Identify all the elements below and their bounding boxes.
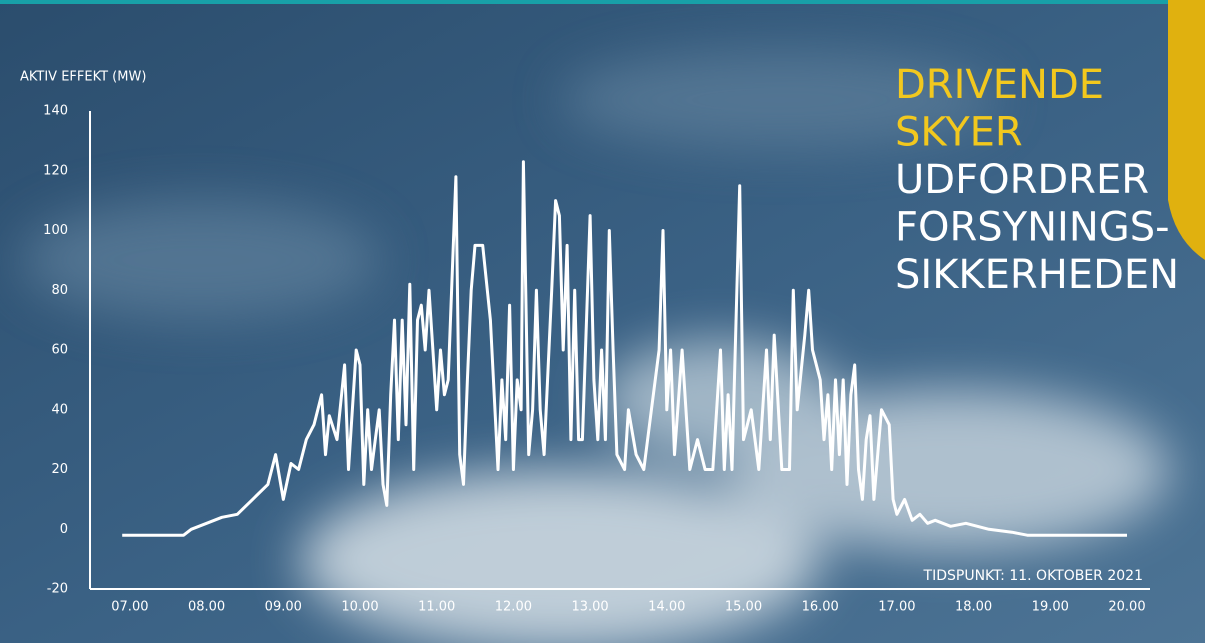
- x-tick-label: 09.00: [265, 600, 302, 615]
- annotation: TIDSPUNKT: 11. OKTOBER 2021: [923, 568, 1143, 584]
- title-line: SIKKERHEDEN: [895, 252, 1179, 298]
- x-tick-label: 16.00: [802, 600, 839, 615]
- title-line: FORSYNINGS-: [895, 205, 1170, 251]
- title-line: DRIVENDE: [895, 62, 1104, 108]
- x-tick-label: 10.00: [341, 600, 378, 615]
- x-tick-label: 13.00: [571, 600, 608, 615]
- y-axis-label: AKTIV EFFEKT (MW): [20, 70, 146, 85]
- title-line: SKYER: [895, 110, 1023, 156]
- y-tick-label: 140: [43, 104, 68, 119]
- data-line: [122, 160, 1127, 537]
- clouds: [20, 50, 1170, 643]
- y-tick-label: 80: [51, 283, 68, 298]
- title-line: UDFORDRER: [895, 157, 1149, 203]
- x-tick-label: 08.00: [188, 600, 225, 615]
- corner-shape: [1168, 0, 1205, 260]
- top-strip: [0, 0, 1205, 4]
- x-tick-label: 11.00: [418, 600, 455, 615]
- y-tick-label: 120: [43, 163, 68, 178]
- y-tick-label: 100: [43, 223, 68, 238]
- x-tick-label: 07.00: [111, 600, 148, 615]
- x-tick-label: 12.00: [495, 600, 532, 615]
- y-tick-label: -20: [47, 582, 68, 597]
- x-tick-label: 14.00: [648, 600, 685, 615]
- x-tick-label: 20.00: [1108, 600, 1145, 615]
- x-tick-label: 17.00: [878, 600, 915, 615]
- y-tick-label: 60: [51, 343, 68, 358]
- x-tick-label: 15.00: [725, 600, 762, 615]
- y-tick-label: 40: [51, 402, 68, 417]
- y-tick-label: 20: [51, 462, 68, 477]
- x-tick-label: 18.00: [955, 600, 992, 615]
- y-tick-label: 0: [60, 522, 68, 537]
- x-tick-label: 19.00: [1032, 600, 1069, 615]
